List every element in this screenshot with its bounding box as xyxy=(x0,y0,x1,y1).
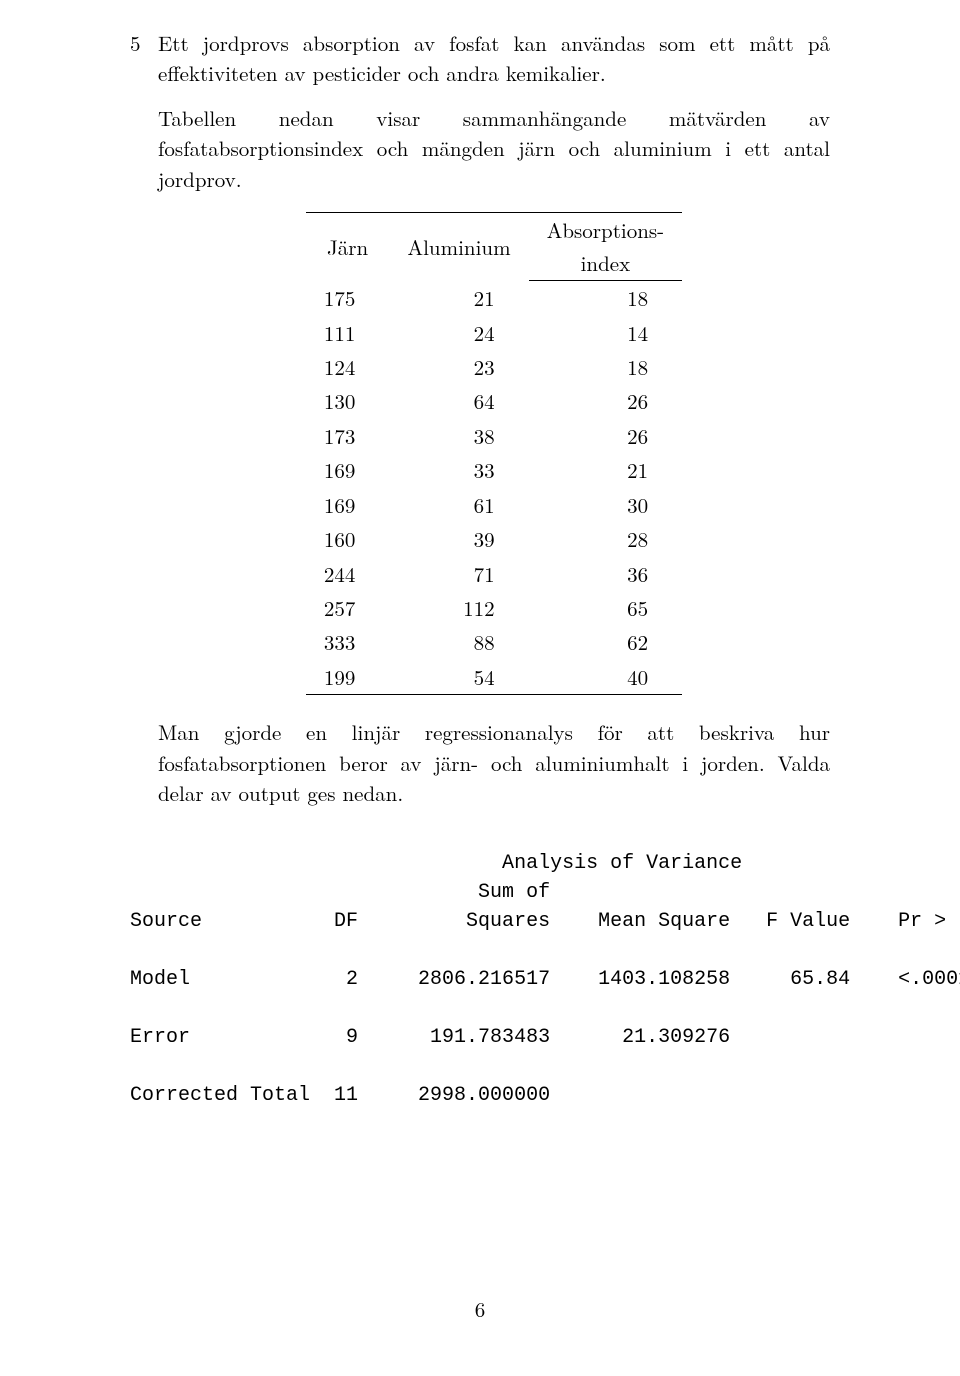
cell: 26 xyxy=(529,419,683,453)
table-row: 1696130 xyxy=(306,488,682,522)
cell: 28 xyxy=(529,522,683,556)
cell: 39 xyxy=(389,522,528,556)
cell: 18 xyxy=(529,281,683,316)
cell: 38 xyxy=(389,419,528,453)
cell: 61 xyxy=(389,488,528,522)
cell: 23 xyxy=(389,350,528,384)
table-row: 2447136 xyxy=(306,557,682,591)
table-row: 1693321 xyxy=(306,453,682,487)
cell: 160 xyxy=(306,522,390,556)
cell: 40 xyxy=(529,660,683,695)
th-absorption-line2: index xyxy=(529,246,683,281)
cell: 112 xyxy=(389,591,528,625)
cell: 18 xyxy=(529,350,683,384)
cell: 169 xyxy=(306,488,390,522)
problem-block: 5 Ett jordprovs absorption av fosfat kan… xyxy=(130,28,830,823)
cell: 199 xyxy=(306,660,390,695)
anova-output: Analysis of Variance Sum of Source DF Sq… xyxy=(130,849,830,1110)
cell: 175 xyxy=(306,281,390,316)
table-row: 1306426 xyxy=(306,384,682,418)
cell: 26 xyxy=(529,384,683,418)
cell: 65 xyxy=(529,591,683,625)
paragraph-2: Tabellen nedan visar sammanhängande mätv… xyxy=(158,103,830,194)
cell: 14 xyxy=(529,316,683,350)
th-aluminium: Aluminium xyxy=(389,213,528,281)
cell: 130 xyxy=(306,384,390,418)
cell: 62 xyxy=(529,625,683,659)
cell: 71 xyxy=(389,557,528,591)
table-row: 1995440 xyxy=(306,660,682,695)
cell: 257 xyxy=(306,591,390,625)
cell: 111 xyxy=(306,316,390,350)
table-row: 1603928 xyxy=(306,522,682,556)
problem-body: Ett jordprovs absorption av fosfat kan a… xyxy=(158,28,830,823)
page-number: 6 xyxy=(0,1294,960,1324)
table-row: 3338862 xyxy=(306,625,682,659)
cell: 173 xyxy=(306,419,390,453)
th-jarn: Järn xyxy=(306,213,390,281)
table-row: 25711265 xyxy=(306,591,682,625)
table-row: 1112414 xyxy=(306,316,682,350)
cell: 88 xyxy=(389,625,528,659)
cell: 33 xyxy=(389,453,528,487)
cell: 24 xyxy=(389,316,528,350)
table-row: 1752118 xyxy=(306,281,682,316)
table-row: 1733826 xyxy=(306,419,682,453)
paragraph-1: Ett jordprovs absorption av fosfat kan a… xyxy=(158,28,830,89)
page: 5 Ett jordprovs absorption av fosfat kan… xyxy=(0,0,960,1376)
cell: 333 xyxy=(306,625,390,659)
paragraph-3: Man gjorde en linjär regressionanalys fö… xyxy=(158,717,830,808)
cell: 54 xyxy=(389,660,528,695)
cell: 21 xyxy=(389,281,528,316)
cell: 36 xyxy=(529,557,683,591)
th-absorption-line1: Absorptions- xyxy=(529,213,683,246)
cell: 21 xyxy=(529,453,683,487)
cell: 169 xyxy=(306,453,390,487)
problem-number: 5 xyxy=(130,28,158,823)
cell: 30 xyxy=(529,488,683,522)
table-row: 1242318 xyxy=(306,350,682,384)
cell: 64 xyxy=(389,384,528,418)
cell: 244 xyxy=(306,557,390,591)
data-table: Järn Aluminium Absorptions- index 175211… xyxy=(306,212,682,695)
cell: 124 xyxy=(306,350,390,384)
